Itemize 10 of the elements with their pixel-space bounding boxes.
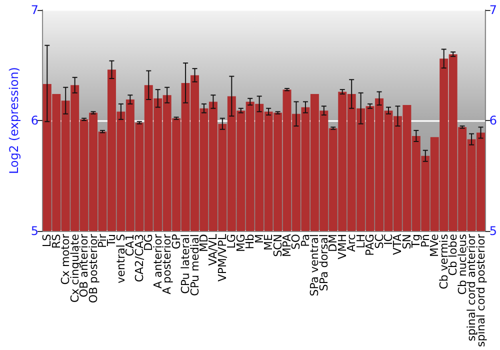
y2-tick-label: 5 bbox=[489, 224, 498, 238]
x-tick-label: OB posterior bbox=[86, 234, 100, 304]
y-axis-title: Log2 (expression) bbox=[7, 67, 21, 174]
y-tick-label: 7 bbox=[30, 3, 39, 17]
y-tick-label: 5 bbox=[30, 224, 39, 238]
x-tick-label: Tg bbox=[410, 234, 423, 249]
y2-tick-label: 7 bbox=[489, 3, 498, 17]
y2-tick-label: 6 bbox=[489, 114, 498, 128]
x-tick-label: A posterior bbox=[160, 234, 174, 294]
y-tick-label: 6 bbox=[30, 114, 39, 128]
